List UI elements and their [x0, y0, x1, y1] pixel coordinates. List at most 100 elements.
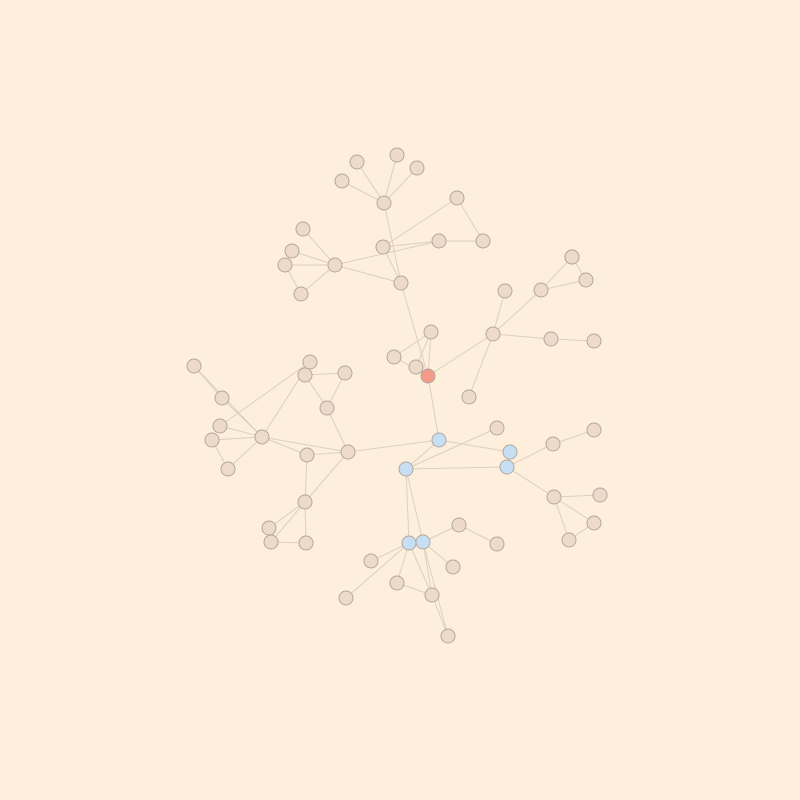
graph-node[interactable] — [543, 331, 559, 347]
graph-node[interactable] — [578, 272, 594, 288]
graph-node[interactable] — [349, 154, 365, 170]
graph-node[interactable] — [389, 147, 405, 163]
graph-edge — [382, 240, 440, 248]
graph-edge — [345, 542, 410, 599]
graph-edge — [347, 439, 440, 453]
graph-node[interactable] — [546, 489, 562, 505]
graph-edge — [492, 289, 542, 335]
graph-node[interactable] — [461, 389, 477, 405]
graph-edge — [427, 375, 440, 441]
graph-node[interactable] — [375, 239, 391, 255]
graph-edge — [408, 542, 433, 596]
graph-edge — [468, 333, 494, 398]
graph-node[interactable] — [295, 221, 311, 237]
graph-node[interactable] — [586, 515, 602, 531]
graph-edge — [405, 427, 498, 470]
graph-edge — [400, 282, 429, 377]
graph-node[interactable] — [423, 324, 439, 340]
graph-node[interactable] — [293, 286, 309, 302]
graph-node[interactable] — [449, 190, 465, 206]
graph-edge — [383, 154, 398, 204]
graph-edge — [304, 451, 349, 503]
graph-node[interactable] — [408, 359, 424, 375]
graph-edge — [492, 333, 552, 340]
graph-node[interactable] — [586, 333, 602, 349]
graph-node[interactable] — [261, 520, 277, 536]
graph-node[interactable] — [386, 349, 402, 365]
graph-node[interactable] — [409, 160, 425, 176]
graph-edge — [553, 496, 595, 524]
graph-node[interactable] — [564, 249, 580, 265]
graph-node-selected[interactable] — [415, 534, 431, 550]
graph-node[interactable] — [220, 461, 236, 477]
graph-edge — [261, 436, 349, 453]
graph-node[interactable] — [489, 420, 505, 436]
graph-node-selected[interactable] — [431, 432, 447, 448]
graph-node[interactable] — [214, 390, 230, 406]
graph-node[interactable] — [389, 575, 405, 591]
graph-edge — [326, 407, 349, 453]
graph-node[interactable] — [431, 233, 447, 249]
graph-node[interactable] — [254, 429, 270, 445]
graph-edge — [304, 454, 308, 503]
graph-edge — [553, 496, 570, 541]
graph-node-selected[interactable] — [401, 535, 417, 551]
graph-edge — [334, 264, 402, 284]
graph-node[interactable] — [204, 432, 220, 448]
graph-node[interactable] — [302, 354, 318, 370]
graph-node[interactable] — [334, 173, 350, 189]
graph-edge — [270, 501, 306, 543]
graph-node[interactable] — [475, 233, 491, 249]
graph-node[interactable] — [298, 535, 314, 551]
graph-node[interactable] — [299, 447, 315, 463]
graph-node[interactable] — [327, 257, 343, 273]
graph-node[interactable] — [424, 587, 440, 603]
graph-node[interactable] — [297, 367, 313, 383]
graph-node[interactable] — [445, 559, 461, 575]
graph-node[interactable] — [440, 628, 456, 644]
graph-edge — [219, 361, 311, 427]
graph-node[interactable] — [338, 590, 354, 606]
graph-edge — [438, 439, 511, 453]
graph-node[interactable] — [319, 400, 335, 416]
graph-edge — [302, 228, 336, 266]
graph-node[interactable] — [497, 283, 513, 299]
graph-edge — [540, 256, 573, 291]
graph-node[interactable] — [340, 444, 356, 460]
graph-node[interactable] — [212, 418, 228, 434]
graph-node[interactable] — [545, 436, 561, 452]
graph-node-selected[interactable] — [398, 461, 414, 477]
graph-edge — [383, 167, 418, 204]
graph-node[interactable] — [485, 326, 501, 342]
graph-node[interactable] — [363, 553, 379, 569]
nodes-layer — [186, 147, 608, 644]
graph-node[interactable] — [186, 358, 202, 374]
graph-node[interactable] — [297, 494, 313, 510]
graph-node[interactable] — [263, 534, 279, 550]
graph-node[interactable] — [489, 536, 505, 552]
graph-node[interactable] — [284, 243, 300, 259]
graph-node[interactable] — [586, 422, 602, 438]
graph-node[interactable] — [451, 517, 467, 533]
graph-edge — [553, 494, 601, 498]
graph-node-selected[interactable] — [499, 459, 515, 475]
graph-node[interactable] — [277, 257, 293, 273]
graph-node[interactable] — [337, 365, 353, 381]
graph-edge — [405, 468, 424, 543]
graph-node-highlighted[interactable] — [420, 368, 436, 384]
graph-node-selected[interactable] — [502, 444, 518, 460]
graph-node[interactable] — [533, 282, 549, 298]
graph-node[interactable] — [561, 532, 577, 548]
graph-edge — [227, 436, 263, 470]
graph-edge — [356, 161, 385, 204]
graph-edge — [383, 202, 402, 284]
graph-node[interactable] — [376, 195, 392, 211]
graph-edge — [291, 250, 336, 266]
graph-node[interactable] — [592, 487, 608, 503]
graph-edge — [405, 466, 508, 470]
graph-node[interactable] — [393, 275, 409, 291]
graph-edge — [405, 468, 410, 544]
graph-edge — [382, 197, 458, 248]
graph-edge — [427, 333, 494, 377]
edges-layer — [193, 154, 601, 637]
